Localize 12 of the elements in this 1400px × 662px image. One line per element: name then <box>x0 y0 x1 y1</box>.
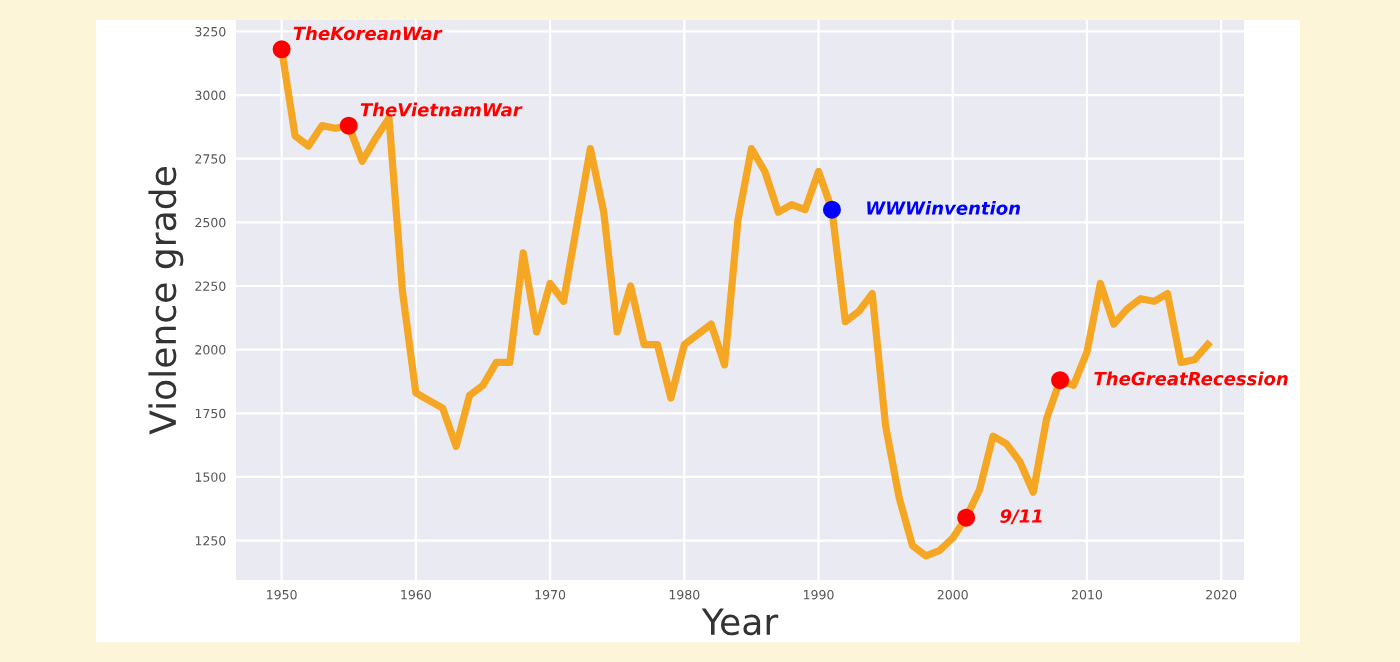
point <box>339 116 358 135</box>
annotation: TheKoreanWar <box>293 26 443 41</box>
point <box>272 40 291 59</box>
point <box>1051 371 1070 390</box>
point <box>822 200 841 219</box>
x-axis-title: Year <box>701 608 779 636</box>
y-axis-title: Violence grade <box>148 167 184 435</box>
annotation: TheVietnamWar <box>360 102 523 117</box>
point <box>957 508 976 527</box>
annotation: TheGreatRecession <box>1094 371 1288 386</box>
annotation: WWWinvention <box>867 200 1020 215</box>
annotation: 9/11 <box>1000 509 1042 525</box>
